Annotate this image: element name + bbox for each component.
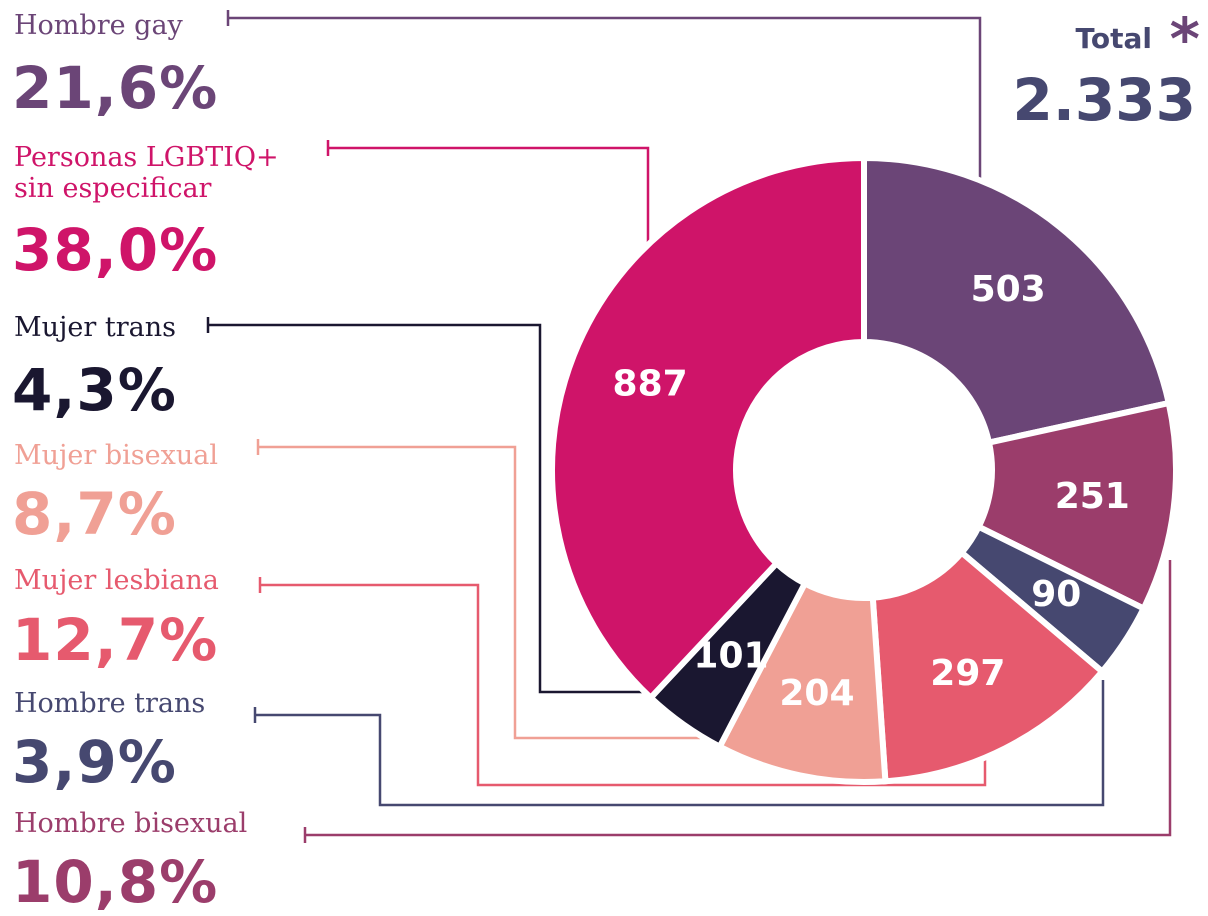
- connector: [305, 560, 1172, 837]
- slice-label: 887: [613, 363, 688, 404]
- connector: [328, 146, 650, 248]
- connector: [208, 323, 680, 694]
- legend-percent: 3,9%: [12, 728, 177, 796]
- slice-label: 251: [1055, 476, 1130, 517]
- slice-label: 90: [1031, 574, 1081, 615]
- legend-percent: 21,6%: [12, 54, 219, 122]
- legend-percent: 10,8%: [12, 848, 219, 916]
- legend-percent: 12,7%: [12, 606, 219, 674]
- asterisk: *: [1169, 5, 1200, 73]
- slice-label: 503: [971, 269, 1046, 310]
- total-label: Total: [1075, 22, 1153, 55]
- slice-label: 297: [930, 653, 1005, 694]
- slice-label: 204: [779, 673, 854, 714]
- slice: [974, 399, 1179, 613]
- legend-name: Hombre bisexual: [14, 808, 248, 839]
- legend-name: Personas LGBTIQ+ sin especificar: [14, 142, 279, 204]
- slice: [861, 154, 1173, 447]
- legend-percent: 4,3%: [12, 356, 177, 424]
- slice: [869, 548, 1107, 785]
- connector: [255, 680, 1105, 807]
- connector: [228, 16, 982, 185]
- total-value: 2.333: [1012, 66, 1196, 134]
- legend-percent: 38,0%: [12, 216, 219, 284]
- legend-name: Mujer lesbiana: [14, 565, 219, 596]
- connector: [260, 583, 987, 787]
- legend-percent: 8,7%: [12, 480, 177, 548]
- legend-name: Hombre gay: [14, 10, 183, 41]
- legend-name: Hombre trans: [14, 688, 206, 719]
- legend-name: Mujer bisexual: [14, 440, 218, 471]
- slice: [549, 154, 867, 702]
- legend-name: Mujer trans: [14, 312, 176, 343]
- connector: [258, 445, 700, 740]
